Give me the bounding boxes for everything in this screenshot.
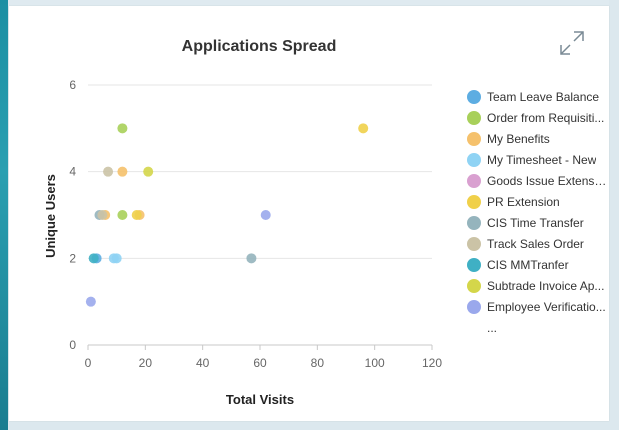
legend-dot-icon xyxy=(467,110,481,125)
y-tick-label: 0 xyxy=(69,338,76,352)
x-tick-label: 80 xyxy=(311,356,325,370)
legend-dot-icon xyxy=(467,278,481,293)
x-tick-label: 100 xyxy=(365,356,385,370)
scatter-point[interactable] xyxy=(85,296,96,307)
chart-card: Applications Spread 0 2 4 6 0 20 40 60 80 100 120 … xyxy=(9,6,609,421)
legend-dot-icon xyxy=(467,173,481,188)
legend-label: PR Extension xyxy=(487,194,560,209)
x-axis-label: Total Visits xyxy=(226,392,294,407)
scatter-point[interactable] xyxy=(131,210,142,220)
scatter-point[interactable] xyxy=(246,253,257,264)
legend-label: Goods Issue Extensi... xyxy=(487,173,607,188)
legend-more-indicator[interactable]: ... xyxy=(487,321,498,335)
x-tick-label: 120 xyxy=(422,356,442,370)
legend-label: Team Leave Balance xyxy=(487,89,600,104)
legend-label: Employee Verificatio... xyxy=(487,299,606,314)
y-axis-label: Unique Users xyxy=(43,174,58,258)
legend-item[interactable]: CIS Time Transfer xyxy=(467,212,609,233)
left-accent-bar xyxy=(0,0,8,430)
legend-item[interactable]: My Timesheet - New xyxy=(467,149,609,170)
legend-item[interactable]: CIS MMTranfer xyxy=(467,254,609,275)
legend-label: CIS Time Transfer xyxy=(487,215,584,230)
legend-item[interactable]: Order from Requisiti... xyxy=(467,107,609,128)
x-tick-label: 0 xyxy=(85,356,92,370)
legend-dot-icon xyxy=(467,89,481,104)
legend-dot-icon xyxy=(467,194,481,209)
scatter-point[interactable] xyxy=(117,166,128,177)
x-tick-label: 20 xyxy=(139,356,153,370)
legend-dot-icon xyxy=(467,215,481,230)
legend-label: My Benefits xyxy=(487,131,550,146)
scatter-point[interactable] xyxy=(260,210,271,220)
legend-label: Subtrade Invoice Ap... xyxy=(487,278,605,293)
legend-item[interactable]: Goods Issue Extensi... xyxy=(467,170,609,191)
legend-item[interactable]: Subtrade Invoice Ap... xyxy=(467,275,609,296)
legend-label: My Timesheet - New xyxy=(487,152,597,167)
scatter-point[interactable] xyxy=(117,210,128,220)
x-tick-label: 40 xyxy=(196,356,210,370)
y-tick-label: 2 xyxy=(69,251,76,265)
scatter-point[interactable] xyxy=(103,166,114,177)
y-tick-label: 6 xyxy=(69,78,76,92)
scatter-point[interactable] xyxy=(97,210,108,220)
scatter-point[interactable] xyxy=(108,253,119,264)
legend-item[interactable]: Track Sales Order xyxy=(467,233,609,254)
expand-button[interactable] xyxy=(559,30,585,56)
x-tick-label: 60 xyxy=(253,356,267,370)
legend-label: Track Sales Order xyxy=(487,236,584,251)
legend-dot-icon xyxy=(467,236,481,251)
legend-label: CIS MMTranfer xyxy=(487,257,569,272)
legend-dot-icon xyxy=(467,257,481,272)
chart-title: Applications Spread xyxy=(181,38,337,55)
legend-item[interactable]: PR Extension xyxy=(467,191,609,212)
legend-item[interactable]: Team Leave Balance xyxy=(467,86,609,107)
expand-icon xyxy=(560,31,584,55)
scatter-point[interactable] xyxy=(358,123,369,134)
legend: Team Leave Balance Order from Requisiti..… xyxy=(467,86,609,317)
data-points xyxy=(85,123,369,307)
scatter-point[interactable] xyxy=(117,123,128,134)
scatter-point[interactable] xyxy=(88,253,99,264)
bottom-background-strip xyxy=(9,421,619,430)
legend-dot-icon xyxy=(467,299,481,314)
legend-label: Order from Requisiti... xyxy=(487,110,605,125)
scatter-point[interactable] xyxy=(143,166,154,177)
legend-dot-icon xyxy=(467,152,481,167)
legend-item[interactable]: My Benefits xyxy=(467,128,609,149)
y-tick-label: 4 xyxy=(69,165,76,179)
legend-dot-icon xyxy=(467,131,481,146)
right-background-strip xyxy=(609,0,619,430)
legend-item[interactable]: Employee Verificatio... xyxy=(467,296,609,317)
